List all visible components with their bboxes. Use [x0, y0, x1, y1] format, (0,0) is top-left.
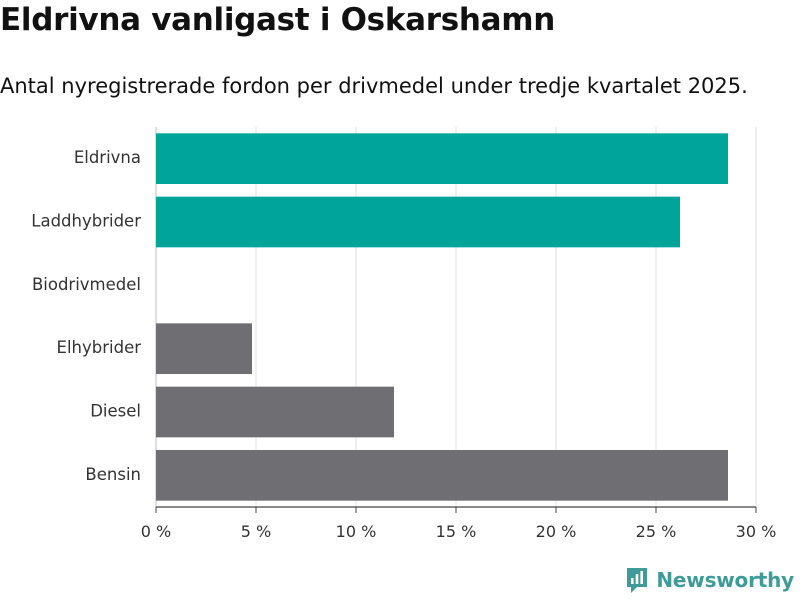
- x-tick-label: 10 %: [336, 522, 377, 541]
- bar: [156, 450, 728, 501]
- chart-subtitle: Antal nyregistrerade fordon per drivmede…: [0, 74, 748, 98]
- x-tick-label: 30 %: [736, 522, 777, 541]
- category-label: Eldrivna: [74, 148, 141, 167]
- x-tick-label: 0 %: [141, 522, 171, 541]
- category-label: Bensin: [85, 465, 141, 484]
- x-tick-label: 20 %: [536, 522, 577, 541]
- category-label: Laddhybrider: [31, 212, 141, 231]
- chart-title: Eldrivna vanligast i Oskarshamn: [0, 2, 556, 38]
- x-tick-label: 15 %: [436, 522, 477, 541]
- x-tick-label: 25 %: [636, 522, 677, 541]
- category-label: Diesel: [90, 402, 141, 421]
- x-axis-ticks: 0 % 5 % 10 % 15 % 20 % 25 % 30 %: [141, 507, 777, 541]
- category-labels: Eldrivna Laddhybrider Biodrivmedel Elhybrid…: [31, 148, 141, 484]
- category-label: Elhybrider: [57, 338, 142, 357]
- bars: [156, 133, 728, 501]
- newsworthy-logo-icon: [627, 568, 648, 593]
- bar: [156, 386, 394, 438]
- bar: [156, 196, 680, 248]
- newsworthy-logo-text: Newsworthy: [656, 568, 794, 592]
- x-tick-label: 5 %: [241, 522, 271, 541]
- bar: [156, 133, 728, 184]
- bar: [156, 323, 252, 374]
- category-label: Biodrivmedel: [32, 275, 141, 294]
- newsworthy-logo: Newsworthy: [625, 566, 794, 594]
